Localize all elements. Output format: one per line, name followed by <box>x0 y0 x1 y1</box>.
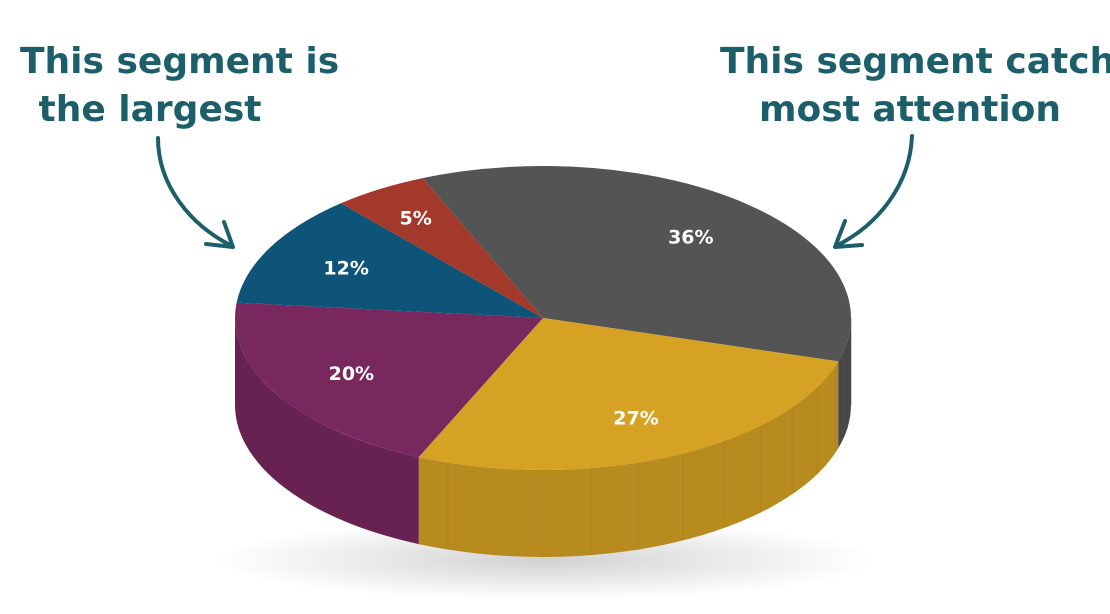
pie-slice-5 <box>340 178 543 318</box>
annotation-arrows <box>156 134 914 249</box>
pie-side-27 <box>418 361 839 557</box>
annotation-most-attention-segment: This segment catches most attention <box>720 38 1110 134</box>
pie-slice-12 <box>236 203 544 318</box>
pie-sides <box>235 318 852 557</box>
annotation-left-line-2: the largest <box>38 89 262 130</box>
pie-slices <box>234 166 851 470</box>
pie-slice-20 <box>234 302 544 458</box>
annotation-left-line-1: This segment is <box>20 41 340 82</box>
annotation-largest-segment: This segment is the largest <box>20 38 340 134</box>
pie-label-20: 20% <box>329 363 374 385</box>
curved-arrow-down-right-icon <box>156 136 235 249</box>
curved-arrow-down-left-icon <box>833 134 914 249</box>
pie-data-labels: 36% 27% 20% 12% 5% <box>323 207 713 429</box>
pie-slice-36 <box>422 166 851 362</box>
annotation-right-line-1: This segment catches <box>720 41 1110 82</box>
pie-label-36: 36% <box>668 226 713 248</box>
annotation-right-line-2: most attention <box>758 89 1062 130</box>
pie-shadow <box>215 520 875 600</box>
pie-label-5: 5% <box>400 207 432 229</box>
pie-slice-27 <box>418 318 839 470</box>
pie-side-20 <box>235 318 419 545</box>
pie-label-27: 27% <box>613 407 658 429</box>
pie-side-36 <box>838 318 851 449</box>
pie-label-12: 12% <box>323 258 368 280</box>
